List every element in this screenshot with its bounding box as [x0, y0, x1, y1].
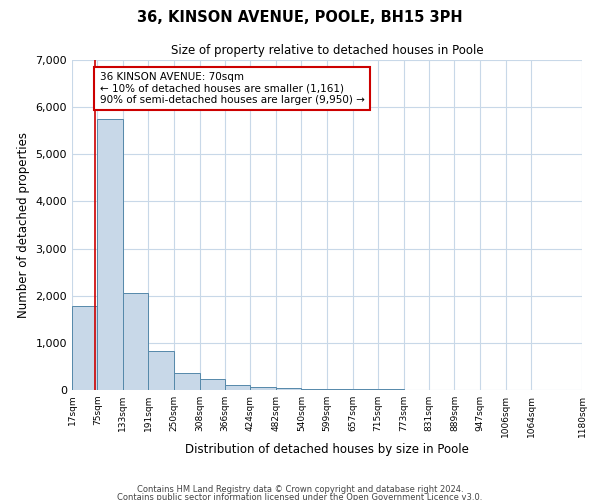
Bar — [327, 389, 353, 390]
Bar — [123, 294, 148, 390]
Bar — [72, 306, 97, 390]
Bar — [148, 351, 174, 390]
Bar — [353, 389, 378, 390]
Bar — [97, 119, 123, 390]
Y-axis label: Number of detached properties: Number of detached properties — [17, 132, 30, 318]
Text: Contains public sector information licensed under the Open Government Licence v3: Contains public sector information licen… — [118, 492, 482, 500]
Text: 36, KINSON AVENUE, POOLE, BH15 3PH: 36, KINSON AVENUE, POOLE, BH15 3PH — [137, 10, 463, 25]
Title: Size of property relative to detached houses in Poole: Size of property relative to detached ho… — [170, 44, 484, 58]
Text: Contains HM Land Registry data © Crown copyright and database right 2024.: Contains HM Land Registry data © Crown c… — [137, 486, 463, 494]
Bar — [250, 387, 276, 390]
Bar — [276, 388, 301, 390]
Bar — [225, 385, 250, 390]
Bar — [301, 388, 327, 390]
Text: 36 KINSON AVENUE: 70sqm
← 10% of detached houses are smaller (1,161)
90% of semi: 36 KINSON AVENUE: 70sqm ← 10% of detache… — [100, 72, 365, 105]
Bar — [200, 379, 225, 390]
Bar — [174, 372, 200, 390]
X-axis label: Distribution of detached houses by size in Poole: Distribution of detached houses by size … — [185, 442, 469, 456]
